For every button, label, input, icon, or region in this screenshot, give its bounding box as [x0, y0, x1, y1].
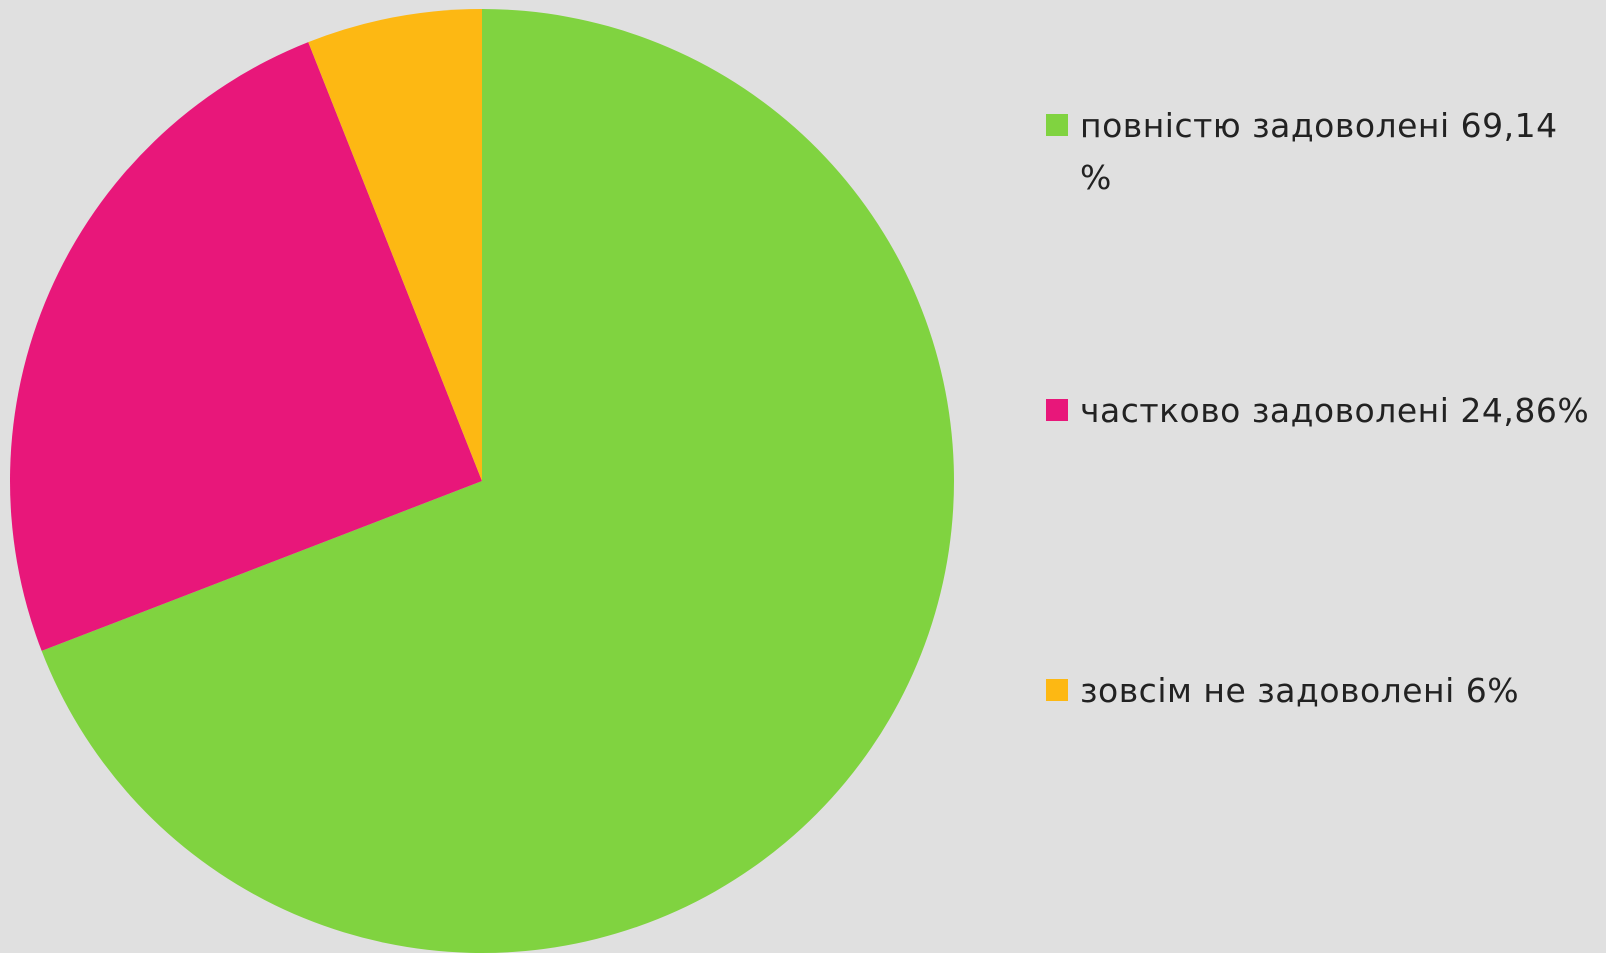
pie-slice [41, 9, 955, 953]
legend-swatch [1046, 114, 1068, 136]
legend-swatch [1046, 679, 1068, 701]
legend-label: частково задоволені 24,86% [1080, 391, 1590, 430]
legend-label: зовсім не задоволені 6% [1080, 671, 1520, 710]
legend-label: повністю задоволені 69,14 % [1080, 106, 1558, 197]
pie-slice [308, 8, 482, 481]
pie-slice [9, 42, 483, 651]
legend-item: зовсім не задоволені 6% [1046, 665, 1591, 717]
legend-item: частково задоволені 24,86% [1046, 385, 1591, 437]
legend-item: повністю задоволені 69,14 % [1046, 100, 1591, 204]
legend-swatch [1046, 399, 1068, 421]
